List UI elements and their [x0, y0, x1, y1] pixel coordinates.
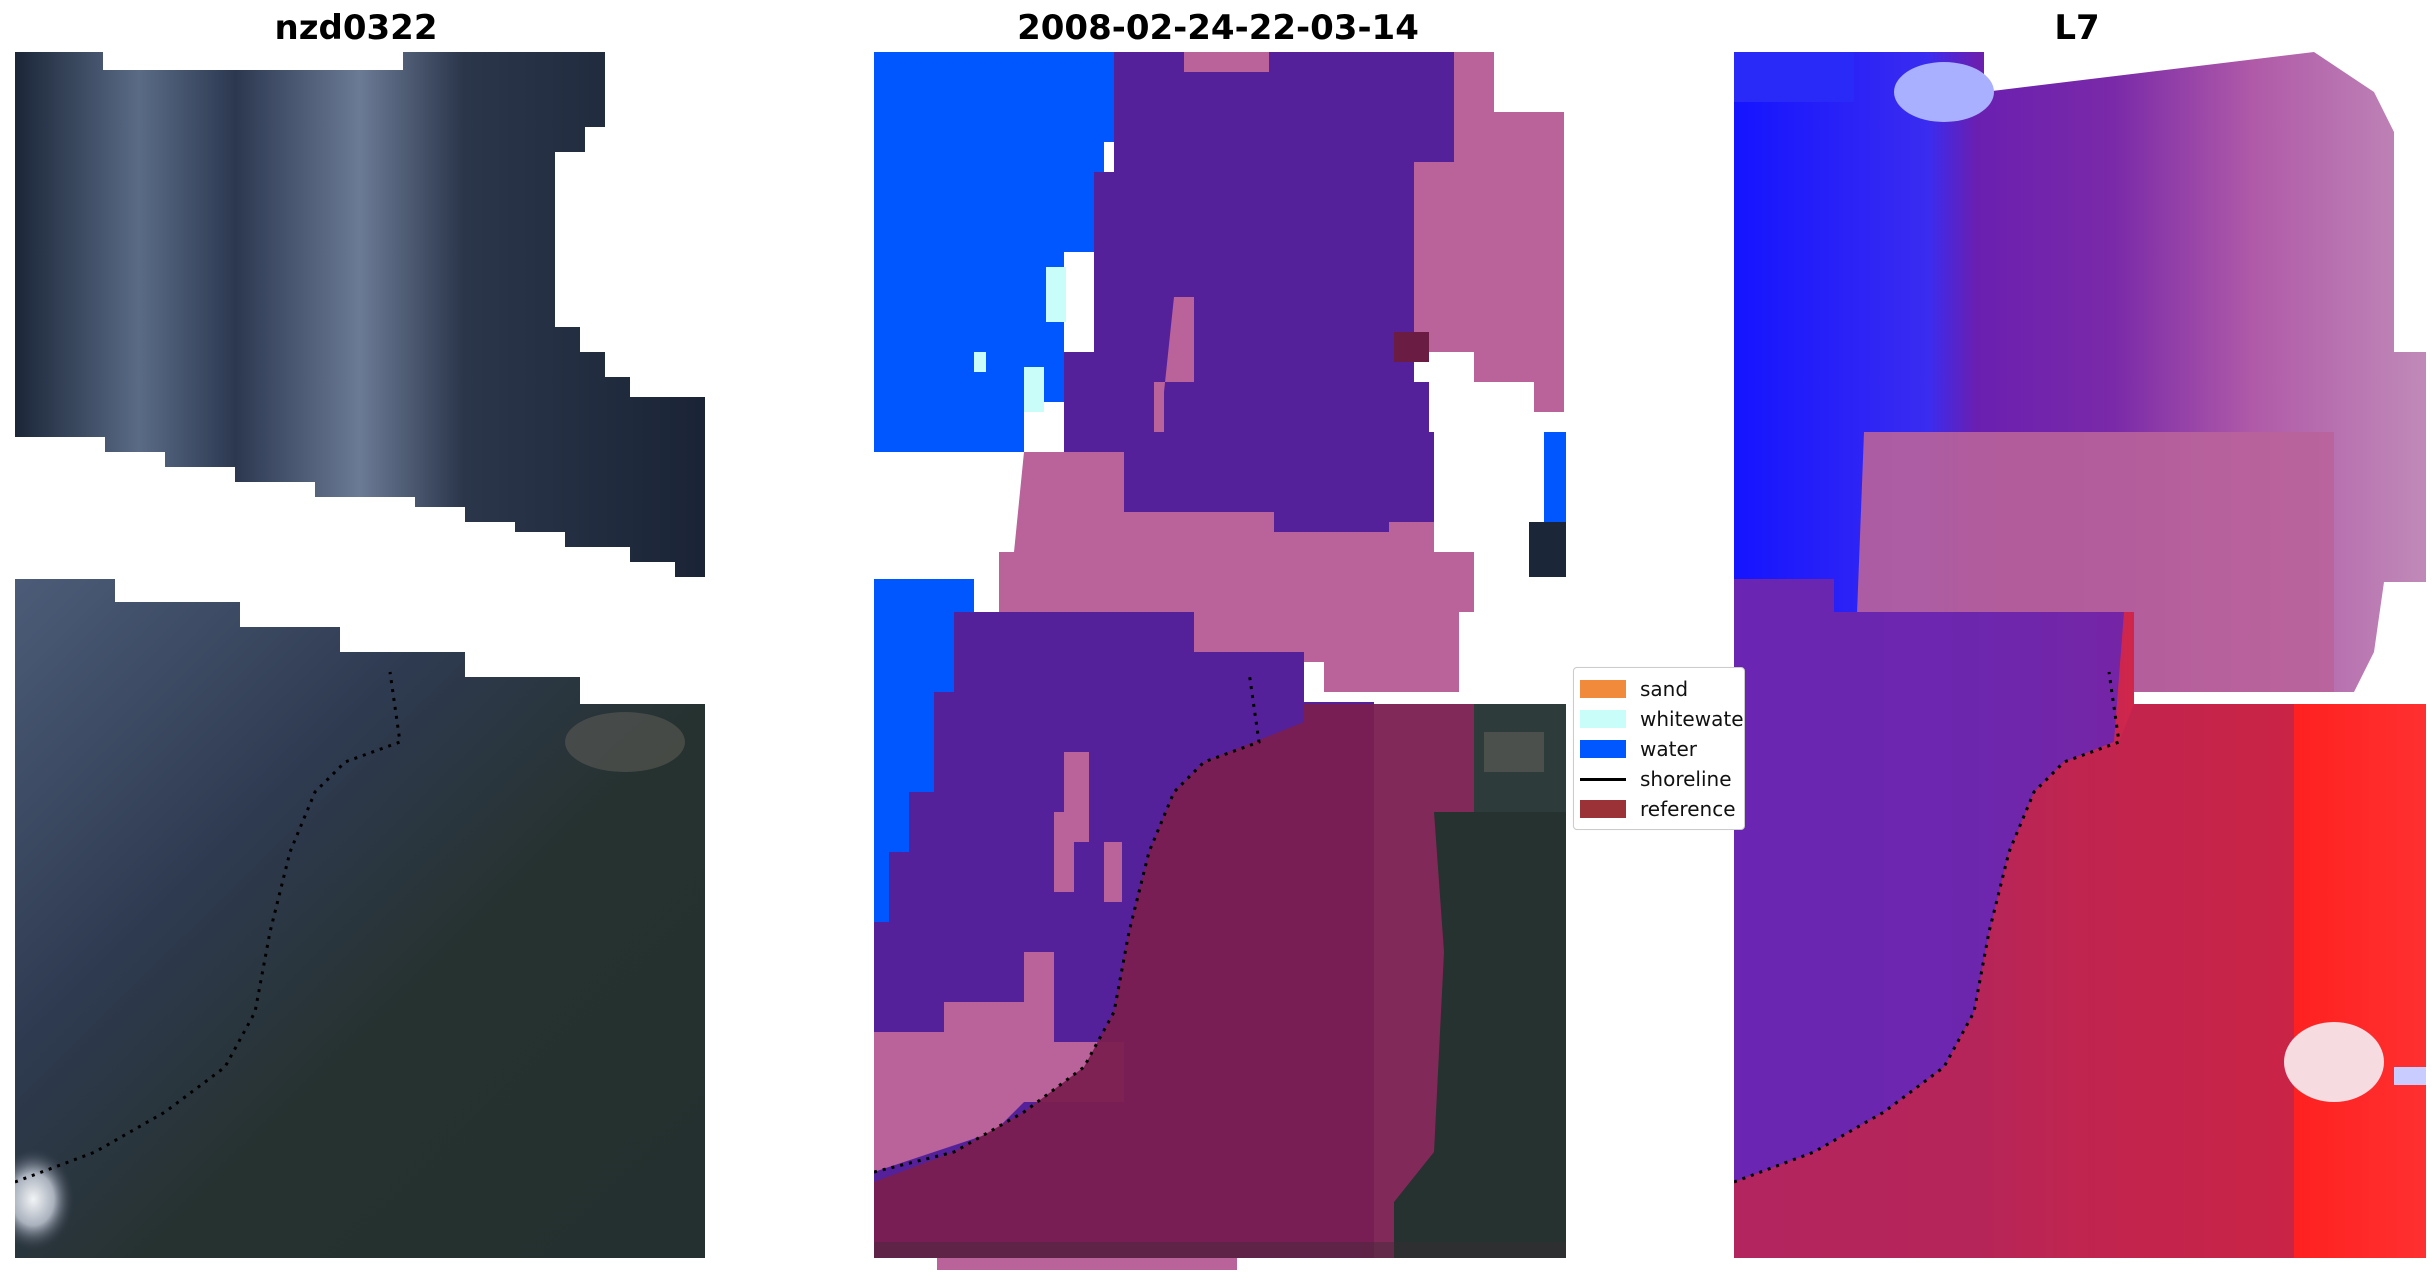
legend-label: reference	[1640, 797, 1736, 821]
legend-item-shoreline: shoreline	[1574, 764, 1744, 794]
legend: sand whitewater water shoreline referenc…	[1573, 667, 1745, 830]
whitewater-swatch	[1580, 710, 1626, 728]
reference-swatch	[1580, 800, 1626, 818]
rgb-satellite-image	[14, 52, 705, 1258]
legend-item-water: water	[1574, 734, 1744, 764]
legend-label: sand	[1640, 677, 1689, 701]
shoreline-line	[873, 671, 1261, 1174]
legend-label: shoreline	[1640, 767, 1732, 791]
shoreline-swatch	[1580, 777, 1626, 781]
water-swatch	[1580, 740, 1626, 758]
left-panel-title: nzd0322	[274, 8, 438, 48]
legend-label: whitewater	[1640, 707, 1745, 731]
shoreline-line	[1733, 671, 2121, 1184]
legend-item-whitewater: whitewater	[1574, 704, 1744, 734]
sand-swatch	[1580, 680, 1626, 698]
classification-image	[873, 52, 1566, 1258]
shoreline-line	[14, 671, 402, 1184]
right-panel-title: L7	[2054, 8, 2100, 48]
legend-item-reference: reference	[1574, 794, 1744, 824]
legend-item-sand: sand	[1574, 674, 1744, 704]
legend-label: water	[1640, 737, 1697, 761]
rgb-image-panel	[14, 52, 707, 1258]
classification-panel	[873, 52, 1566, 1270]
middle-panel-title: 2008-02-24-22-03-14	[1017, 8, 1419, 48]
l7-index-image	[1733, 52, 2426, 1258]
l7-index-panel	[1733, 52, 2426, 1258]
